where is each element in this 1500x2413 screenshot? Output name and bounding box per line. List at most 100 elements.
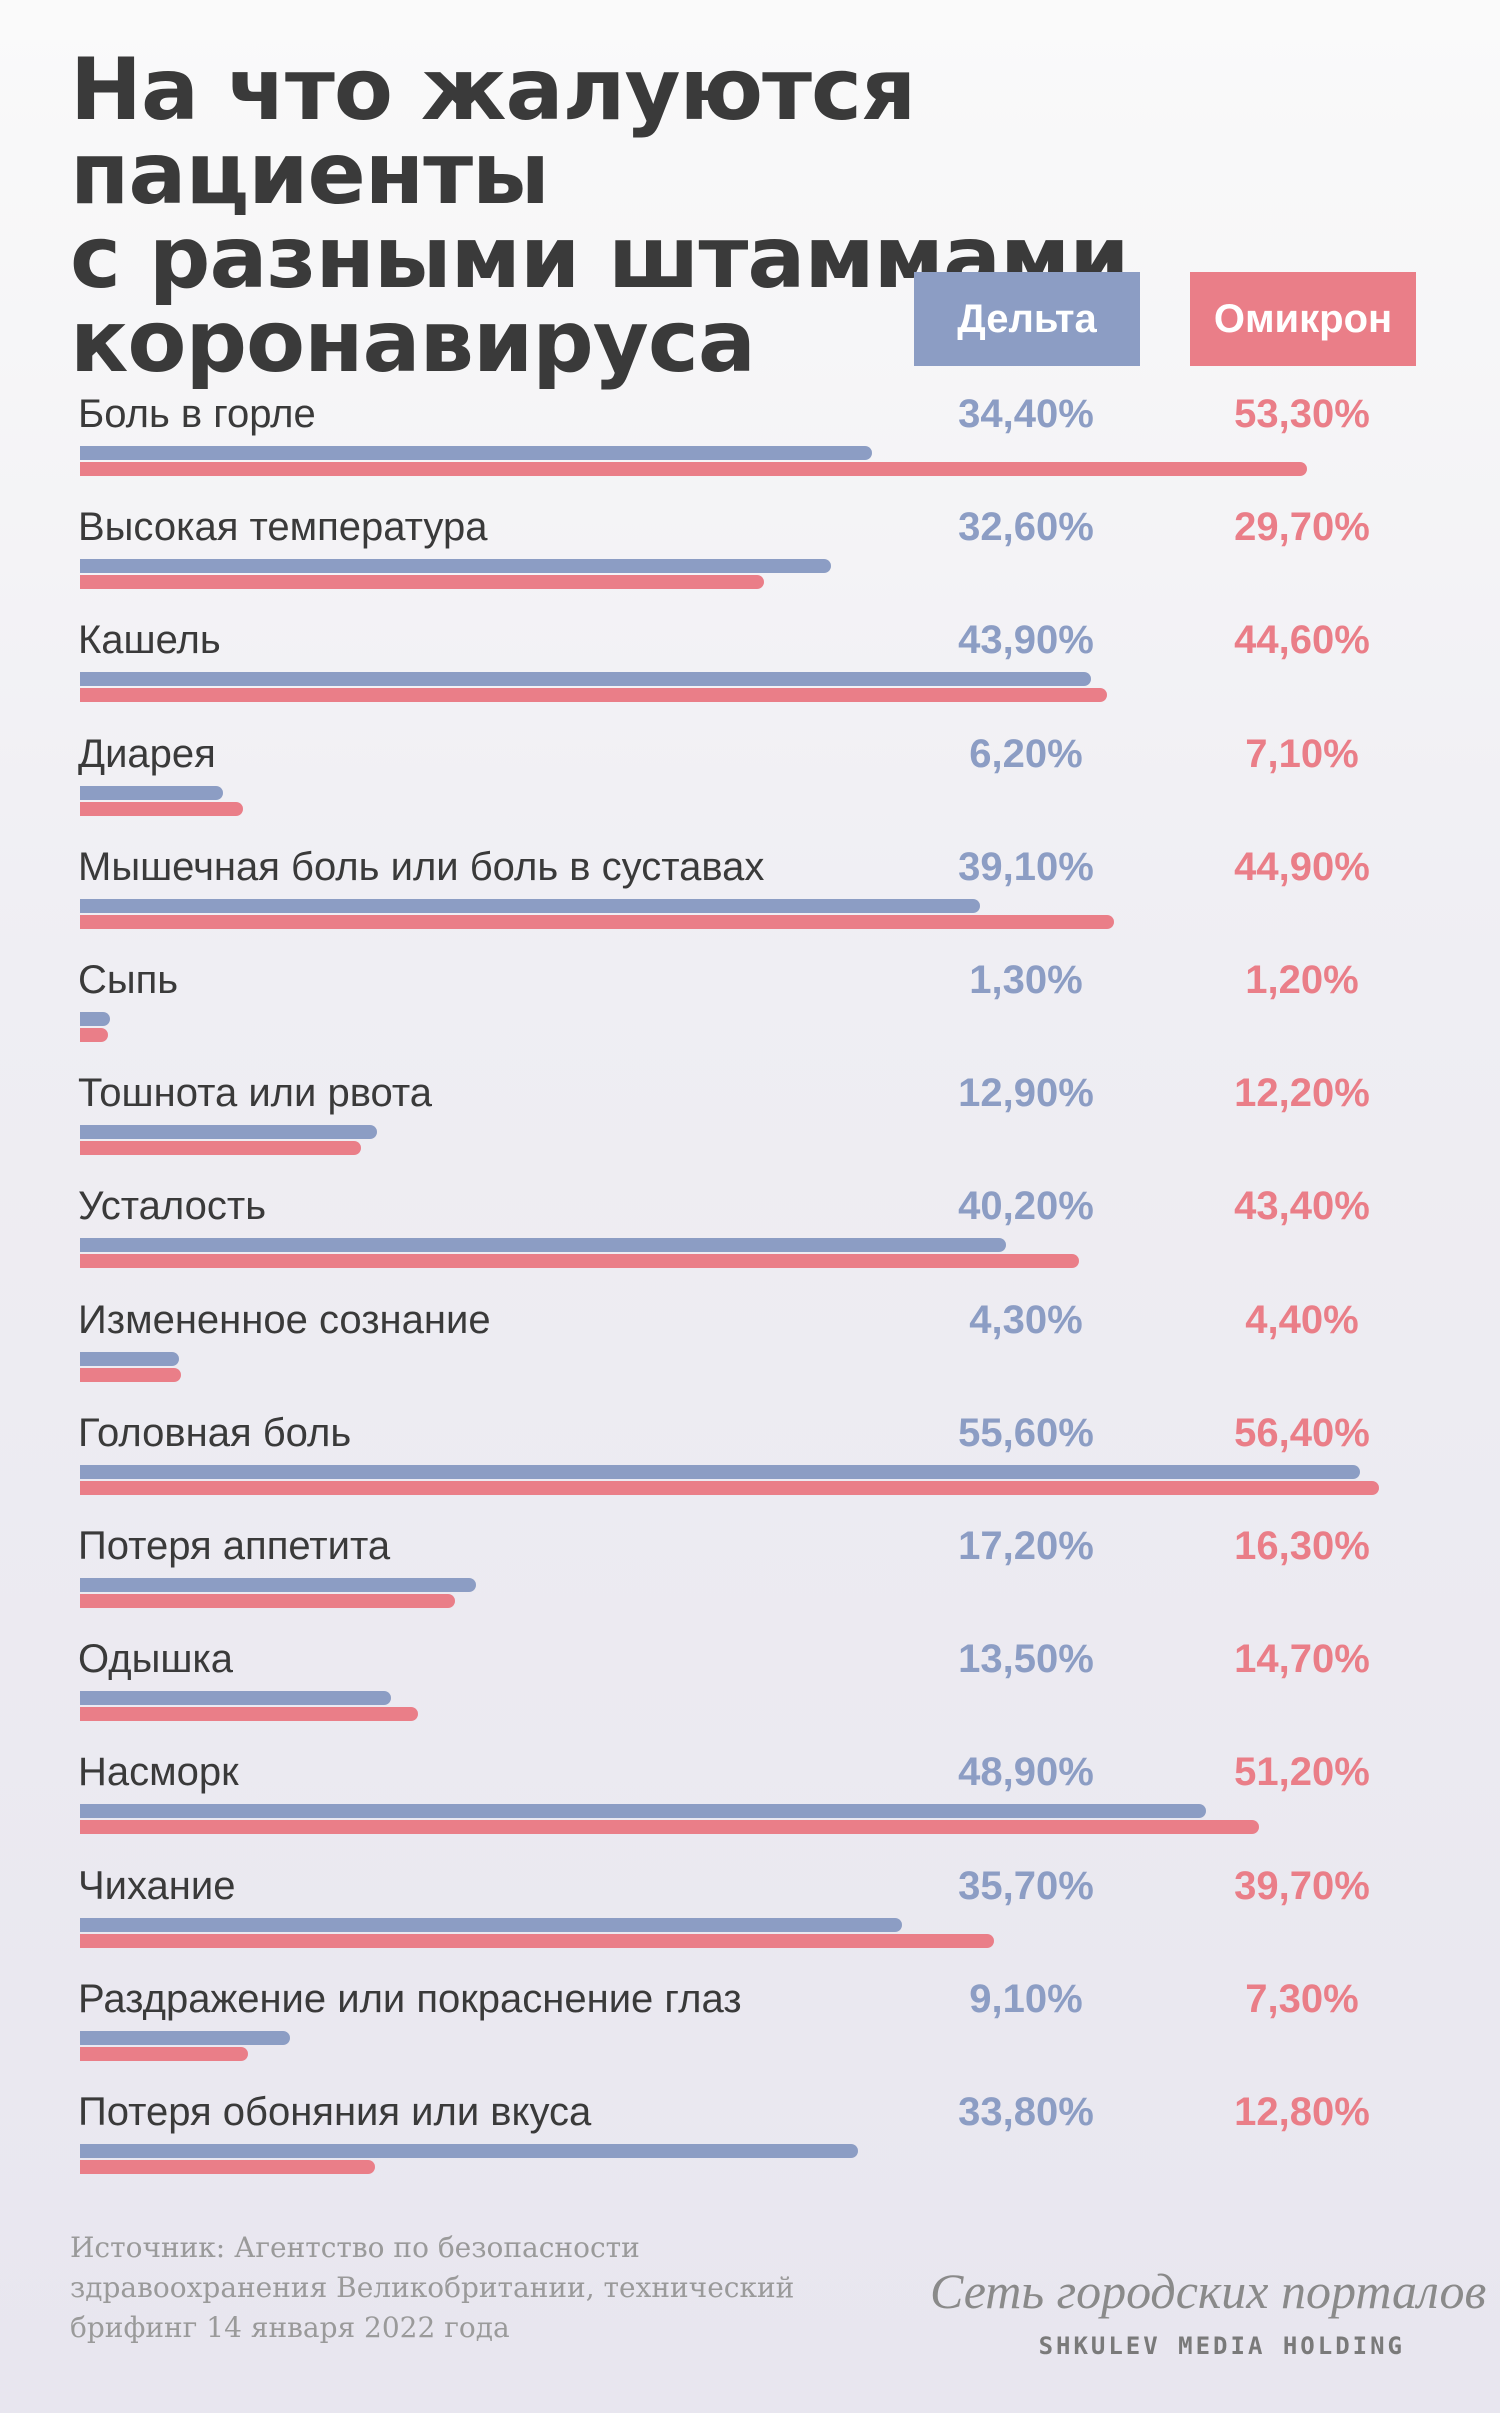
- delta-value-label: 33,80%: [958, 2090, 1094, 2134]
- omicron-value-label: 7,30%: [1245, 1976, 1359, 2021]
- title-line-3: коронавируса: [70, 292, 756, 392]
- source-line-2: здравоохранения Великобритании, техничес…: [70, 2271, 795, 2304]
- delta-bar: [80, 672, 1091, 687]
- omicron-bar: [80, 1028, 108, 1042]
- omicron-bar: [80, 1480, 1379, 1495]
- source-note: Источник: Агентство по безопасности здра…: [70, 2228, 890, 2348]
- category-label: Раздражение или покраснение глаз: [78, 1976, 742, 2021]
- chart-row: Боль в горле 34,40% 53,30%: [0, 392, 1500, 505]
- omicron-value-label: 43,40%: [1234, 1184, 1370, 1229]
- legend-delta: Дельта: [914, 272, 1140, 366]
- chart-row: Тошнота или рвота 12,90% 12,20%: [0, 1071, 1500, 1184]
- title-line-1: На что жалуются пациенты: [70, 40, 916, 224]
- delta-value-label: 32,60%: [958, 505, 1094, 550]
- delta-bar: [80, 2030, 290, 2045]
- category-label: Потеря обоняния или вкуса: [78, 2090, 592, 2134]
- chart-row: Чихание 35,70% 39,70%: [0, 1864, 1500, 1977]
- delta-value-label: 43,90%: [958, 618, 1094, 663]
- chart-row: Диарея 6,20% 7,10%: [0, 732, 1500, 845]
- omicron-bar: [80, 1141, 361, 1156]
- chart-row: Потеря обоняния или вкуса 33,80% 12,80%: [0, 2090, 1500, 2203]
- delta-value-label: 48,90%: [958, 1750, 1094, 1795]
- legend-omicron: Омикрон: [1190, 272, 1416, 366]
- delta-bar: [80, 1238, 1006, 1253]
- omicron-value-label: 56,40%: [1234, 1410, 1370, 1455]
- chart-row: Потеря аппетита 17,20% 16,30%: [0, 1524, 1500, 1637]
- delta-bar: [80, 1804, 1206, 1819]
- chart-row: Сыпь 1,30% 1,20%: [0, 958, 1500, 1071]
- delta-bar: [80, 1125, 378, 1140]
- category-label: Насморк: [78, 1750, 239, 1795]
- brand-subtitle: SHKULEV MEDIA HOLDING: [1038, 2332, 1405, 2360]
- delta-value-label: 34,40%: [958, 392, 1094, 436]
- delta-bar: [80, 1917, 903, 1932]
- delta-bar: [80, 2144, 859, 2158]
- delta-bar: [80, 1012, 110, 1026]
- delta-value-label: 6,20%: [969, 731, 1083, 776]
- category-label: Потеря аппетита: [78, 1524, 391, 1568]
- omicron-bar: [80, 575, 764, 590]
- omicron-value-label: 12,20%: [1234, 1071, 1370, 1116]
- omicron-value-label: 14,70%: [1234, 1637, 1370, 1682]
- delta-value-label: 12,90%: [958, 1071, 1094, 1116]
- category-label: Боль в горле: [78, 392, 316, 436]
- chart-row: Мышечная боль или боль в суставах 39,10% 4…: [0, 845, 1500, 958]
- chart-row: Измененное сознание 4,30% 4,40%: [0, 1298, 1500, 1411]
- omicron-value-label: 1,20%: [1245, 958, 1359, 1002]
- chart-row: Кашель 43,90% 44,60%: [0, 618, 1500, 731]
- delta-value-label: 55,60%: [958, 1410, 1094, 1455]
- category-label: Кашель: [78, 618, 221, 663]
- omicron-bar: [80, 1820, 1259, 1835]
- omicron-bar: [80, 2160, 375, 2174]
- omicron-bar: [80, 462, 1308, 476]
- omicron-value-label: 7,10%: [1245, 731, 1359, 776]
- delta-value-label: 1,30%: [969, 958, 1083, 1002]
- category-label: Чихание: [78, 1863, 236, 1908]
- category-label: Мышечная боль или боль в суставах: [78, 844, 765, 889]
- category-label: Измененное сознание: [78, 1297, 491, 1342]
- omicron-bar: [80, 1933, 995, 1948]
- delta-value-label: 17,20%: [958, 1524, 1094, 1568]
- omicron-bar: [80, 1594, 456, 1608]
- delta-bar: [80, 1351, 179, 1366]
- delta-bar: [80, 785, 223, 800]
- source-line-3: брифинг 14 января 2022 года: [70, 2311, 510, 2344]
- omicron-bar: [80, 1254, 1080, 1269]
- delta-value-label: 39,10%: [958, 844, 1094, 889]
- omicron-bar: [80, 1367, 182, 1382]
- chart-row: Раздражение или покраснение глаз 9,10% 7,3…: [0, 1977, 1500, 2090]
- delta-value-label: 40,20%: [958, 1184, 1094, 1229]
- delta-value-label: 9,10%: [969, 1976, 1083, 2021]
- omicron-value-label: 29,70%: [1234, 505, 1370, 550]
- category-label: Одышка: [78, 1637, 234, 1682]
- chart-row: Высокая температура 32,60% 29,70%: [0, 505, 1500, 618]
- category-label: Тошнота или рвота: [78, 1071, 433, 1116]
- delta-bar: [80, 1464, 1361, 1479]
- delta-bar: [80, 1691, 391, 1706]
- omicron-bar: [80, 1707, 419, 1722]
- chart-row: Одышка 13,50% 14,70%: [0, 1637, 1500, 1750]
- category-label: Сыпь: [78, 958, 179, 1002]
- omicron-bar: [80, 801, 244, 816]
- delta-bar: [80, 446, 873, 460]
- omicron-bar: [80, 688, 1107, 703]
- omicron-value-label: 44,60%: [1234, 618, 1370, 663]
- source-line-1: Источник: Агентство по безопасности: [70, 2231, 640, 2264]
- delta-value-label: 13,50%: [958, 1637, 1094, 1682]
- omicron-value-label: 53,30%: [1234, 392, 1370, 436]
- chart-title: На что жалуются пациенты с разными штамм…: [70, 40, 1370, 392]
- category-label: Высокая температура: [78, 505, 488, 550]
- omicron-bar: [80, 2046, 249, 2061]
- delta-value-label: 4,30%: [969, 1297, 1083, 1342]
- omicron-value-label: 4,40%: [1245, 1297, 1359, 1342]
- chart-row: Усталость 40,20% 43,40%: [0, 1184, 1500, 1297]
- category-label: Усталость: [78, 1184, 267, 1229]
- category-label: Головная боль: [78, 1410, 352, 1455]
- omicron-value-label: 12,80%: [1234, 2090, 1370, 2134]
- brand-logo: Сеть городских порталов: [930, 2263, 1487, 2319]
- chart-row: Насморк 48,90% 51,20%: [0, 1750, 1500, 1863]
- delta-bar: [80, 898, 981, 913]
- chart-row: Головная боль 55,60% 56,40%: [0, 1411, 1500, 1524]
- category-label: Диарея: [78, 731, 216, 776]
